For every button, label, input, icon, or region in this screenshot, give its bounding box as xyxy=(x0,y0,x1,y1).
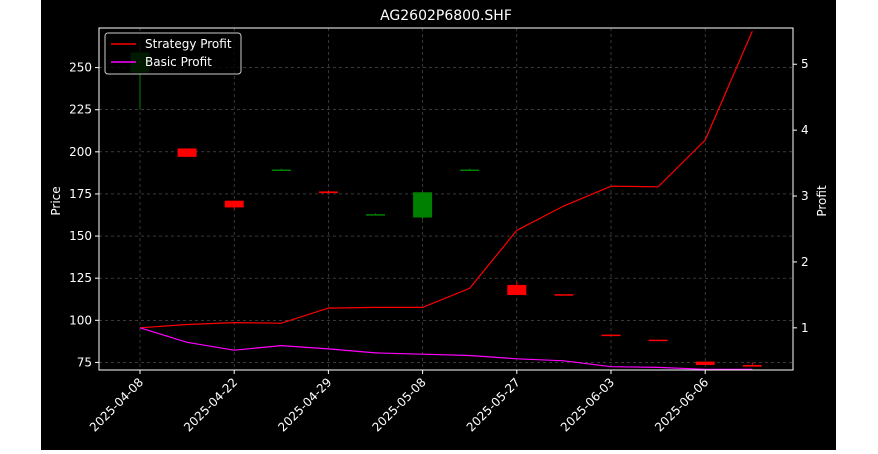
x-tick-label: 2025-04-08 xyxy=(87,375,146,434)
chart-figure: AG2602P6800.SHF 75 100 125 150 175 200 225 250 … xyxy=(41,0,836,450)
date-axis: 2025-04-08 2025-04-22 2025-04-29 2025-05-08… xyxy=(87,370,711,434)
plot-frame xyxy=(98,27,794,371)
y-axis-label: Price xyxy=(49,186,63,215)
candle-body xyxy=(507,284,527,296)
y-tick-label: 150 xyxy=(69,229,92,243)
candle-body xyxy=(554,294,574,296)
x-tick-label: 2025-06-06 xyxy=(652,375,711,434)
y2-tick-label: 2 xyxy=(801,255,809,269)
y2-tick-label: 3 xyxy=(801,189,809,203)
price-axis: 75 100 125 150 175 200 225 250 xyxy=(69,61,99,369)
y2-tick-label: 4 xyxy=(801,123,809,137)
profit-axis: 1 2 3 4 5 xyxy=(793,57,809,335)
y-tick-label: 125 xyxy=(69,271,92,285)
x-tick-label: 2025-06-03 xyxy=(558,375,617,434)
candle-body xyxy=(648,339,668,342)
y-tick-label: 225 xyxy=(69,103,92,117)
legend-label-basic-profit: Basic Profit xyxy=(145,55,212,69)
x-tick-label: 2025-05-27 xyxy=(464,375,523,434)
candlestick-chart: AG2602P6800.SHF 75100125150175200225250 … xyxy=(49,8,829,434)
y-tick-label: 200 xyxy=(69,145,92,159)
candle-body xyxy=(271,169,291,172)
candle-body xyxy=(177,148,197,157)
candle-body xyxy=(224,200,244,208)
candle-body xyxy=(460,169,480,172)
y-tick-label: 100 xyxy=(69,313,92,327)
x-tick-label: 2025-04-29 xyxy=(275,375,334,434)
candles xyxy=(130,44,762,367)
x-tick-label: 2025-04-22 xyxy=(181,375,240,434)
y2-axis-label: Profit xyxy=(815,185,829,217)
legend-box xyxy=(104,32,242,75)
series-line-basic-profit xyxy=(139,327,753,370)
y-tick-label: 75 xyxy=(77,355,92,369)
candle-body xyxy=(695,361,715,365)
candle-body xyxy=(742,364,762,367)
legend: Strategy Profit Basic Profit xyxy=(104,32,242,75)
candle-body xyxy=(413,192,433,218)
series-line-strategy-profit xyxy=(139,31,753,329)
legend-label-strategy-profit: Strategy Profit xyxy=(145,37,232,51)
y-tick-label: 250 xyxy=(69,61,92,75)
y2-tick-label: 1 xyxy=(801,321,809,335)
candle-body xyxy=(601,334,621,337)
profit-lines xyxy=(139,31,753,370)
candle-body xyxy=(318,191,338,194)
y2-tick-label: 5 xyxy=(801,57,809,71)
x-tick-label: 2025-05-08 xyxy=(370,375,429,434)
y-tick-label: 175 xyxy=(69,187,92,201)
chart-title: AG2602P6800.SHF xyxy=(380,8,512,24)
gridlines xyxy=(99,28,793,370)
candle-body xyxy=(366,214,385,216)
